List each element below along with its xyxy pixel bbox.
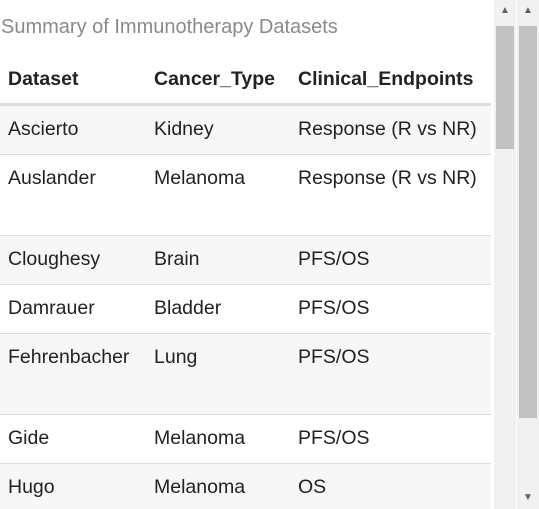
cell-clinical-endpoints: OS (290, 463, 491, 509)
datasets-table: Dataset Cancer_Type Clinical_Endpoints A… (0, 56, 491, 509)
cell-dataset: Ascierto (0, 104, 146, 155)
inner-vertical-scrollbar[interactable]: ▲ (494, 0, 516, 509)
cell-cancer-type: Melanoma (146, 414, 290, 464)
cell-clinical-endpoints: Response (R vs NR) (290, 154, 491, 236)
outer-vertical-scrollbar[interactable]: ▲ ▼ (517, 0, 539, 509)
cell-clinical-endpoints: Response (R vs NR) (290, 104, 491, 155)
cell-clinical-endpoints: PFS/OS (290, 235, 491, 285)
table-header-row: Dataset Cancer_Type Clinical_Endpoints (0, 56, 491, 106)
cell-clinical-endpoints: PFS/OS (290, 333, 491, 415)
scroll-down-arrow-icon[interactable]: ▼ (523, 492, 533, 503)
cell-dataset: Fehrenbacher (0, 333, 146, 415)
scroll-up-arrow-icon[interactable]: ▲ (523, 5, 533, 16)
cell-cancer-type: Kidney (146, 104, 290, 155)
table-row: Damrauer Bladder PFS/OS (0, 284, 491, 334)
cell-cancer-type: Melanoma (146, 463, 290, 509)
cell-cancer-type: Lung (146, 333, 290, 415)
cell-dataset: Hugo (0, 463, 146, 509)
table-row: Hugo Melanoma OS (0, 463, 491, 509)
cell-cancer-type: Brain (146, 235, 290, 285)
table-row: Cloughesy Brain PFS/OS (0, 235, 491, 285)
scrollbar-divider (516, 0, 517, 509)
table-caption: Summary of Immunotherapy Datasets (1, 16, 338, 38)
table-viewport: Summary of Immunotherapy Datasets Datase… (0, 16, 491, 509)
cell-dataset: Damrauer (0, 284, 146, 334)
table-row: Fehrenbacher Lung PFS/OS (0, 333, 491, 415)
scrollbar-thumb[interactable] (496, 26, 514, 149)
column-header-cancer-type[interactable]: Cancer_Type (146, 56, 290, 106)
table-row: Auslander Melanoma Response (R vs NR) (0, 154, 491, 236)
scrollbar-thumb[interactable] (519, 26, 537, 418)
scroll-up-arrow-icon[interactable]: ▲ (500, 5, 510, 16)
column-header-clinical-endpoints[interactable]: Clinical_Endpoints (290, 56, 491, 106)
cell-clinical-endpoints: PFS/OS (290, 414, 491, 464)
table-row: Gide Melanoma PFS/OS (0, 414, 491, 464)
cell-cancer-type: Bladder (146, 284, 290, 334)
cell-dataset: Cloughesy (0, 235, 146, 285)
table-row: Ascierto Kidney Response (R vs NR) (0, 104, 491, 155)
column-header-dataset[interactable]: Dataset (0, 56, 146, 106)
cell-cancer-type: Melanoma (146, 154, 290, 236)
cell-dataset: Auslander (0, 154, 146, 236)
cell-clinical-endpoints: PFS/OS (290, 284, 491, 334)
cell-dataset: Gide (0, 414, 146, 464)
